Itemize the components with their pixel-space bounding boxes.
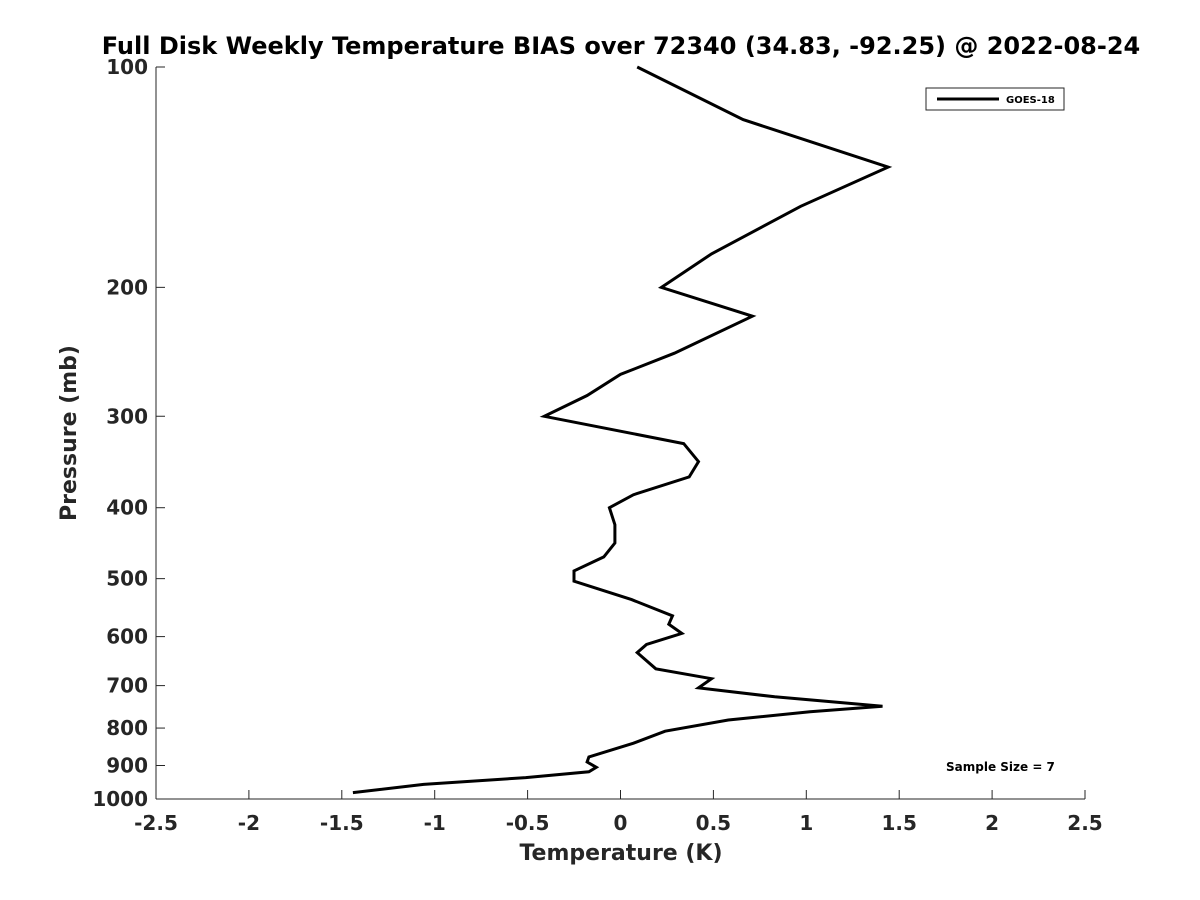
x-tick-label: 0.5	[696, 811, 731, 835]
x-tick-label: -0.5	[506, 811, 550, 835]
legend-label-goes-18: GOES-18	[1006, 95, 1055, 106]
x-tick-label: 2.5	[1067, 811, 1102, 835]
y-tick-label: 400	[106, 496, 148, 520]
plot-background	[156, 67, 1085, 799]
y-tick-label: 100	[106, 55, 148, 79]
x-tick-label: -2	[238, 811, 260, 835]
x-axis-ticks: -2.5 -2 -1.5 -1 -0.5 0 0.5 1 1.5 2 2.5	[134, 790, 1103, 835]
series-layer	[352, 65, 893, 795]
series-line-goes-18	[352, 65, 893, 795]
y-tick-label: 600	[106, 625, 148, 649]
y-tick-label: 200	[106, 275, 148, 299]
sample-size-annotation: Sample Size = 7	[946, 760, 1055, 774]
x-tick-label: 0	[614, 811, 628, 835]
y-tick-label: 300	[106, 404, 148, 428]
plot-area	[155, 67, 1085, 800]
y-tick-label: 900	[106, 754, 148, 778]
x-axis-label: Temperature (K)	[519, 841, 722, 866]
x-tick-label: 1.5	[881, 811, 916, 835]
chart-title: Full Disk Weekly Temperature BIAS over 7…	[102, 32, 1141, 60]
y-tick-label: 800	[106, 716, 148, 740]
y-tick-label: 700	[106, 674, 148, 698]
x-tick-label: -2.5	[134, 811, 178, 835]
y-tick-label: 500	[106, 567, 148, 591]
legend: GOES-18	[925, 87, 1065, 111]
x-tick-label: -1	[424, 811, 446, 835]
y-tick-label: 1000	[92, 787, 148, 811]
x-tick-label: 2	[985, 811, 999, 835]
y-axis-ticks: 100 200 300 400 500 600 700 800 900 1000	[92, 55, 165, 811]
y-axis-label: Pressure (mb)	[57, 345, 82, 521]
x-tick-label: 1	[799, 811, 813, 835]
x-tick-label: -1.5	[320, 811, 364, 835]
